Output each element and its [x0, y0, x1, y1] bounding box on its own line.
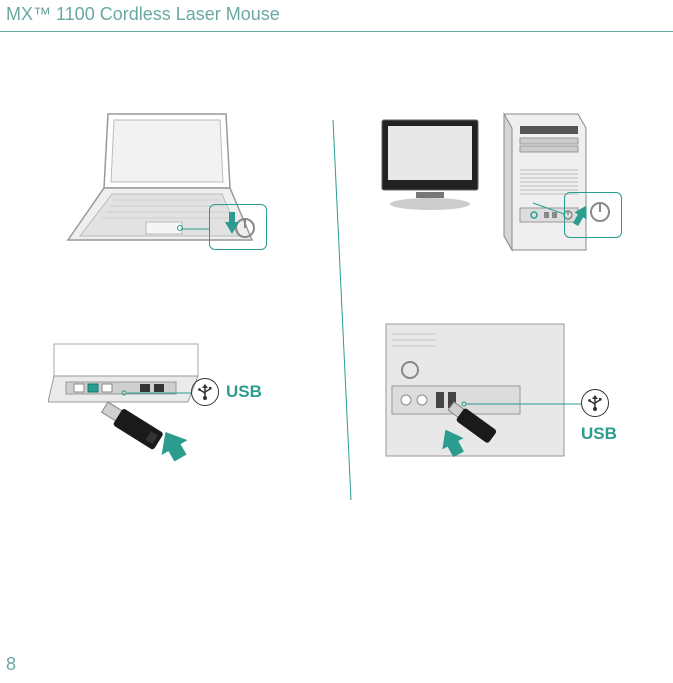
product-title: MX™ 1100 Cordless Laser Mouse	[6, 4, 280, 24]
laptop-usb-illustration	[48, 340, 218, 480]
usb-label: USB	[226, 382, 262, 402]
page-number: 8	[6, 654, 16, 675]
page-header: MX™ 1100 Cordless Laser Mouse	[0, 0, 673, 32]
usb-label: USB	[581, 424, 617, 444]
tower-power-callout	[564, 192, 622, 238]
desktop-illustration	[376, 108, 636, 268]
usb-icon	[581, 389, 609, 417]
usb-icon	[191, 378, 219, 406]
tower-usb-illustration	[376, 318, 576, 468]
laptop-power-callout	[209, 204, 267, 250]
